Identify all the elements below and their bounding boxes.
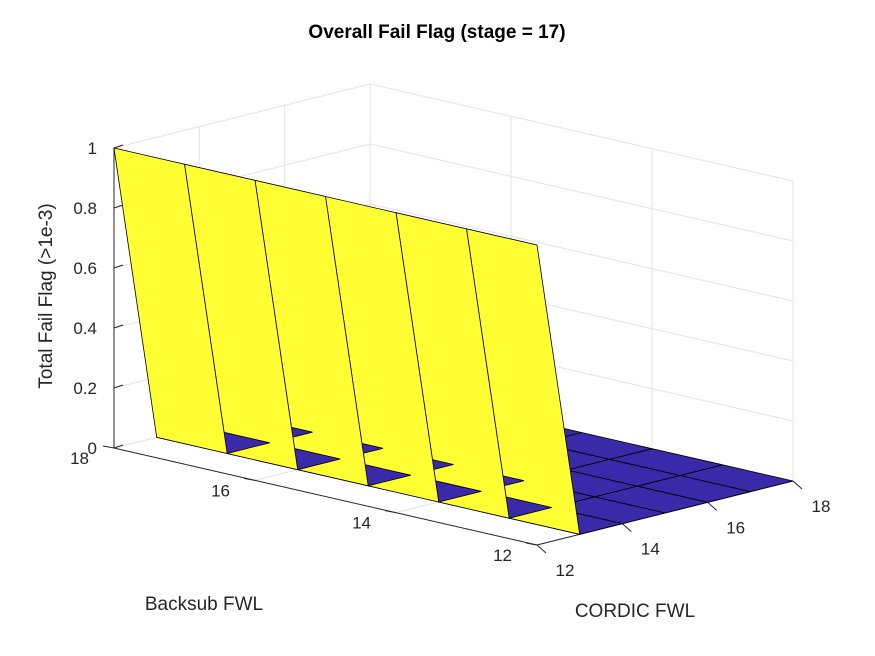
z-tick-label: 1 — [88, 139, 97, 158]
y-tick-label: 14 — [352, 514, 371, 533]
y-tick — [384, 510, 397, 514]
z-tick — [113, 204, 124, 209]
x-tick — [536, 544, 547, 554]
x-tick — [622, 523, 632, 533]
y-axis-line — [113, 447, 538, 546]
x-tick — [792, 480, 803, 490]
z-tick — [113, 444, 124, 449]
z-tick-label: 0 — [88, 439, 97, 458]
x-tick-label: 12 — [556, 561, 575, 580]
chart-title: Overall Fail Flag (stage = 17) — [308, 22, 565, 43]
grid-line — [369, 203, 794, 302]
y-tick — [102, 445, 115, 449]
grid-line — [369, 83, 794, 182]
grid-line — [369, 143, 794, 242]
z-tick-label: 0.4 — [73, 319, 97, 338]
x-axis-label: CORDIC FWL — [575, 601, 695, 622]
y-tick-label: 16 — [211, 481, 230, 500]
y-tick-label: 12 — [493, 546, 512, 565]
x-tick — [707, 501, 717, 511]
z-tick-label: 0.8 — [73, 199, 97, 218]
grid-line — [113, 83, 371, 149]
y-axis-label: Backsub FWL — [145, 594, 263, 615]
y-tick — [525, 542, 538, 546]
x-tick-label: 16 — [726, 518, 745, 537]
x-tick-label: 18 — [812, 497, 831, 516]
z-tick — [113, 264, 124, 269]
surface-patch — [113, 147, 228, 455]
z-axis-label: Total Fail Flag (>1e-3) — [36, 203, 57, 388]
z-tick — [113, 144, 124, 149]
z-tick-label: 0.2 — [73, 379, 97, 398]
y-tick — [243, 477, 256, 481]
y-tick-label: 18 — [70, 449, 89, 468]
z-tick — [113, 324, 124, 329]
z-tick-label: 0.6 — [73, 259, 97, 278]
z-tick — [113, 384, 124, 389]
x-tick-label: 14 — [641, 540, 660, 559]
